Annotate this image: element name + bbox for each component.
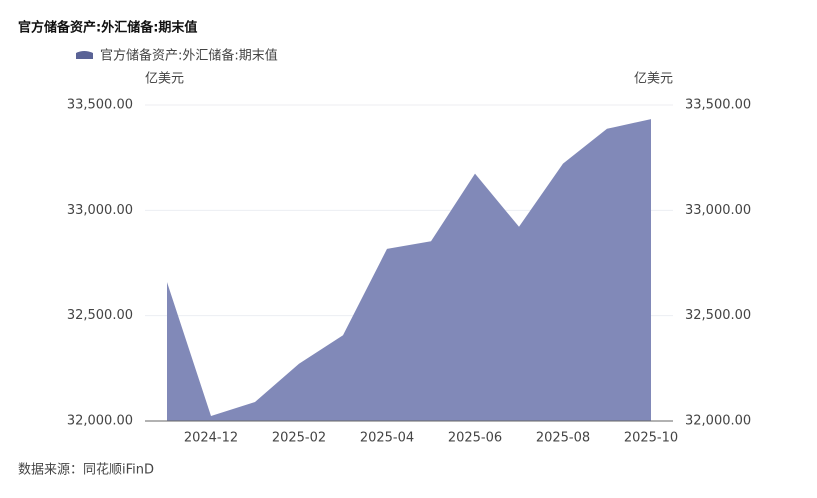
- y-tick-label: 33,000.00: [67, 203, 133, 218]
- y-tick-label: 33,500.00: [67, 98, 133, 113]
- legend-icon: [76, 51, 93, 59]
- chart-title: 官方储备资产:外汇储备:期末值: [18, 20, 197, 36]
- area: [167, 119, 651, 421]
- x-tick-label: 2025-06: [448, 431, 502, 446]
- y2-tick-label: 33,500.00: [685, 98, 751, 113]
- y-tick-label: 32,000.00: [67, 414, 133, 429]
- x-tick-label: 2025-04: [360, 431, 414, 446]
- y-axis-unit: 亿美元: [145, 72, 184, 87]
- y2-tick-label: 32,500.00: [685, 308, 751, 323]
- y2-tick-label: 33,000.00: [685, 203, 751, 218]
- x-tick-label: 2025-08: [536, 431, 590, 446]
- y2-tick-label: 32,000.00: [685, 414, 751, 429]
- x-tick-label: 2024-12: [184, 431, 238, 446]
- x-tick-label: 2025-10: [624, 431, 678, 446]
- y2-axis-unit: 亿美元: [634, 72, 673, 87]
- legend-label: 官方储备资产:外汇储备:期末值: [100, 48, 278, 64]
- x-tick-label: 2025-02: [272, 431, 326, 446]
- y-tick-label: 32,500.00: [67, 308, 133, 323]
- source-note: 数据来源：同花顺iFinD: [18, 462, 154, 478]
